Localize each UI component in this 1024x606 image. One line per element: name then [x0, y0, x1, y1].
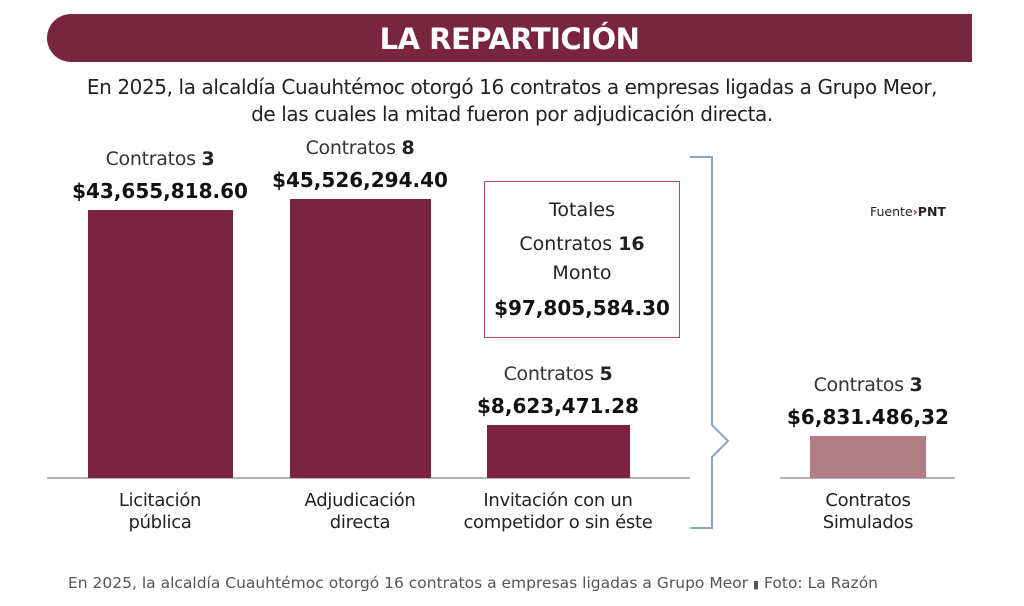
source: Fuente›PNT: [870, 204, 946, 219]
count: 3: [201, 148, 215, 171]
bar: [87, 210, 233, 478]
count-label: Contratos: [519, 233, 613, 255]
source-label: Fuente: [870, 204, 913, 219]
header-title: LA REPARTICIÓN: [47, 14, 972, 62]
totals-amount-label: Monto: [552, 262, 612, 284]
bracket: [690, 156, 730, 529]
count-label: Contratos: [105, 148, 196, 171]
count-label: Contratos: [813, 374, 904, 397]
count: 5: [599, 363, 613, 386]
totals-amount: $97,805,584.30: [494, 296, 670, 320]
count-line: Contratos 8: [250, 137, 470, 159]
count-label: Contratos: [305, 137, 396, 159]
source-name: PNT: [917, 204, 946, 219]
count-label: Contratos: [503, 363, 594, 386]
bar: [289, 199, 431, 478]
count: 3: [909, 374, 923, 397]
value-label: $45,526,294.40: [272, 168, 448, 192]
value-label: $43,655,818.60: [72, 179, 248, 204]
category-label: Licitación pública: [118, 490, 202, 533]
count: 16: [618, 233, 645, 255]
caption-credit: Foto: La Razón: [764, 574, 879, 592]
caption: En 2025, la alcaldía Cuauhtémoc otorgó 1…: [68, 574, 879, 592]
category-label: Adjudicación directa: [304, 490, 416, 533]
totals-count: Contratos 16: [485, 233, 679, 255]
totals-box: Totales Contratos 16 Monto $97,805,584.3…: [484, 181, 680, 338]
count-line: Contratos 5: [448, 363, 668, 385]
subtitle: de las cuales la mitad fueron por adjudi…: [251, 102, 773, 126]
bar: [486, 425, 630, 478]
totals-title: Totales: [549, 199, 615, 221]
value-label: $8,623,471.28: [477, 394, 639, 419]
value-label: $6,831.486,32: [787, 405, 949, 430]
category-label: Invitación con un competidor o sin éste: [463, 490, 653, 533]
bar: [810, 436, 926, 478]
subtitle: En 2025, la alcaldía Cuauhtémoc otorgó 1…: [86, 75, 938, 99]
count: 8: [401, 137, 415, 159]
count-line: Contratos 3: [50, 148, 270, 170]
category-label: Contratos Simulados: [822, 490, 914, 533]
caption-text: En 2025, la alcaldía Cuauhtémoc otorgó 1…: [68, 574, 749, 592]
count-line: Contratos 3: [758, 374, 978, 396]
